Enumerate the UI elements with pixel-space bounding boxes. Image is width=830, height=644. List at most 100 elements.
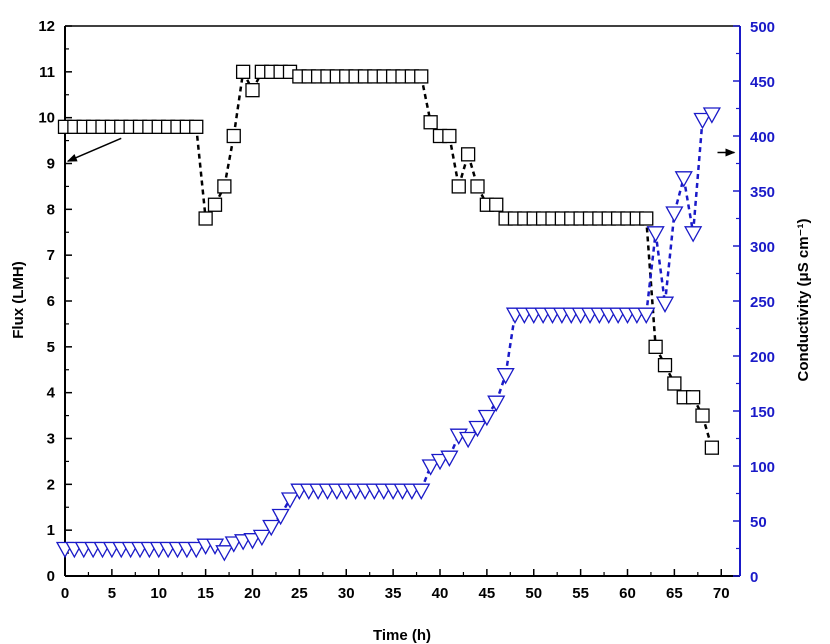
conductivity-point — [243, 533, 262, 550]
conductivity-connector — [691, 119, 704, 233]
flux-point — [470, 179, 485, 194]
y-right-tick-label: 400 — [750, 129, 775, 146]
flux-connector — [223, 135, 235, 187]
conductivity-point — [487, 395, 506, 412]
conductivity-connector — [654, 232, 667, 304]
x-tick-label: 40 — [432, 585, 449, 602]
conductivity-point — [271, 508, 290, 526]
x-tick-label: 10 — [150, 585, 167, 602]
flux-point — [235, 64, 251, 79]
flux-point — [685, 390, 701, 405]
x-tick-label: 30 — [338, 585, 355, 602]
x-tick-label: 45 — [479, 585, 496, 602]
flux-point — [189, 119, 204, 134]
conductivity-point — [665, 206, 684, 223]
conductivity-point — [477, 409, 496, 427]
y-right-tick-label: 100 — [750, 459, 775, 476]
x-tick-label: 35 — [385, 585, 402, 602]
flux-point — [226, 128, 241, 144]
x-tick-label: 25 — [291, 585, 308, 602]
y-right-axis-title: Conductivity (μS cm⁻¹) — [795, 219, 812, 382]
y-right-tick-label: 150 — [750, 404, 775, 421]
y-left-tick-label: 10 — [38, 110, 55, 127]
conductivity-connector — [645, 232, 657, 315]
flux-point — [704, 440, 720, 455]
y-left-tick-label: 11 — [39, 64, 55, 81]
series-markers — [55, 64, 721, 562]
x-tick-label: 20 — [244, 585, 261, 602]
flux-connector — [448, 135, 460, 187]
y-left-tick-label: 4 — [47, 385, 56, 402]
conductivity-point — [262, 519, 281, 537]
y-left-tick-label: 12 — [38, 18, 55, 35]
conductivity-point — [496, 368, 515, 385]
conductivity-connector — [682, 177, 695, 234]
y-left-tick-label: 9 — [47, 156, 55, 173]
y-right-tick-label: 250 — [750, 294, 775, 311]
conductivity-point — [674, 171, 693, 188]
y-right-tick-label: 50 — [750, 514, 767, 531]
x-tick-label: 55 — [572, 585, 589, 602]
x-axis-title: Time (h) — [373, 627, 431, 644]
flux-point — [639, 211, 654, 226]
y-right-axis: 0 50 100 150 200 250 300 350 400 450 500 — [733, 19, 775, 586]
y-right-tick-label: 350 — [750, 184, 775, 201]
flux-point — [423, 115, 438, 130]
flux-point — [207, 197, 223, 212]
conductivity-point — [637, 307, 656, 324]
y-left-tick-label: 3 — [47, 431, 55, 448]
y-left-tick-label: 2 — [47, 476, 55, 493]
conductivity-point — [430, 453, 450, 471]
y-left-tick-label: 7 — [47, 247, 55, 264]
y-left-tick-label: 8 — [47, 201, 55, 218]
conductivity-point — [693, 112, 712, 130]
flux-point — [451, 179, 466, 194]
flux-point — [648, 339, 663, 354]
conductivity-connector — [663, 212, 676, 304]
x-tick-label: 0 — [61, 585, 69, 602]
conductivity-point — [252, 529, 271, 547]
flux-point — [217, 179, 232, 194]
conductivity-point — [459, 431, 478, 449]
x-tick-label: 5 — [108, 585, 116, 602]
y-right-tick-label: 200 — [750, 349, 775, 366]
flux-point — [245, 83, 260, 98]
x-tick-label: 15 — [197, 585, 214, 602]
flux-point — [489, 197, 504, 212]
conductivity-connector — [504, 314, 517, 375]
x-tick-label: 50 — [525, 585, 542, 602]
flux-point — [695, 408, 710, 423]
y-left-tick-label: 6 — [47, 293, 55, 310]
conductivity-point — [440, 450, 459, 467]
flux-connector — [232, 71, 245, 137]
conductivity-point — [215, 545, 234, 562]
conductivity-point — [468, 420, 487, 438]
y-right-tick-label: 300 — [750, 239, 775, 256]
y-right-tick-label: 0 — [750, 569, 758, 586]
x-tick-label: 65 — [666, 585, 683, 602]
conductivity-point — [421, 459, 440, 476]
conductivity-point — [702, 107, 721, 124]
x-tick-label: 60 — [619, 585, 636, 602]
conductivity-point — [187, 541, 206, 559]
conductivity-point — [280, 492, 300, 509]
y-right-tick-label: 450 — [750, 74, 775, 91]
x-tick-label: 70 — [713, 585, 730, 602]
conductivity-point — [646, 226, 665, 243]
y-right-tick-label: 500 — [750, 19, 775, 36]
y-left-tick-label: 1 — [47, 522, 55, 539]
annotations — [66, 137, 736, 162]
flux-axis-arrow — [66, 137, 122, 162]
flux-point — [460, 147, 476, 162]
y-left-axis-title: Flux (LMH) — [10, 261, 27, 338]
flux-point — [198, 211, 213, 226]
x-axis: 0 5 10 15 20 25 30 35 40 45 50 55 60 65 70 — [61, 569, 730, 602]
flux-point — [657, 358, 673, 373]
y-left-tick-label: 0 — [47, 568, 55, 585]
flux-connector — [420, 76, 432, 123]
flux-point — [414, 69, 429, 84]
y-left-tick-label: 5 — [47, 339, 55, 356]
flux-point — [667, 376, 682, 391]
